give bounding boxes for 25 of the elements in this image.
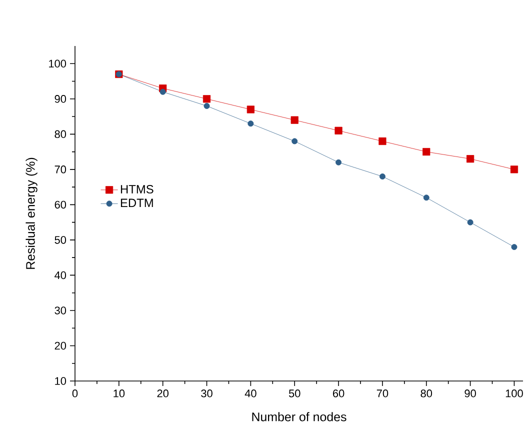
x-tick-label: 90 <box>464 390 476 398</box>
y-tick-label: 10 <box>55 377 66 385</box>
y-tick-label: 100 <box>49 60 66 68</box>
legend-label: HTMS <box>120 184 154 194</box>
y-tick-label: 50 <box>54 236 66 244</box>
x-tick-label: 0 <box>72 390 78 398</box>
x-tick-label: 40 <box>244 390 256 398</box>
y-tick-label: 20 <box>54 342 66 350</box>
y-axis-title: Residual energy (%) <box>26 158 38 269</box>
x-tick-label: 50 <box>288 390 300 398</box>
y-tick-label: 30 <box>54 306 66 314</box>
x-tick-label: 80 <box>420 390 432 398</box>
x-tick-label: 20 <box>157 390 168 398</box>
x-tick-label: 70 <box>376 390 388 398</box>
x-tick-label: 100 <box>506 390 523 398</box>
y-tick-label: 60 <box>54 200 66 209</box>
legend-label: EDTM <box>120 198 153 208</box>
x-tick-label: 10 <box>114 390 125 398</box>
y-tick-label: 40 <box>54 271 66 280</box>
x-tick-label: 60 <box>333 390 344 398</box>
x-tick-label: 30 <box>201 390 212 398</box>
y-tick-label: 80 <box>54 130 66 138</box>
x-axis-title: Number of nodes <box>252 412 346 422</box>
y-tick-label: 70 <box>54 166 66 174</box>
y-tick-label: 90 <box>54 95 66 103</box>
